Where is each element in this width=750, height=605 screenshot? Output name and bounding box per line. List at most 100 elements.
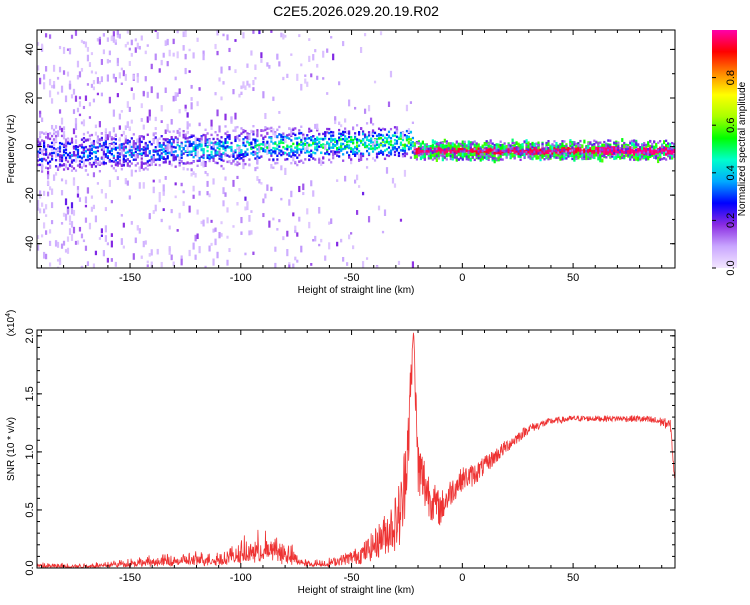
heatmap-cell — [521, 146, 524, 151]
heatmap-cell — [44, 33, 48, 38]
x-tick-label: 50 — [567, 272, 579, 284]
heatmap-cell — [296, 142, 299, 145]
heatmap-cell — [256, 131, 259, 138]
heatmap-cell — [114, 138, 117, 141]
heatmap-cell — [312, 190, 315, 197]
heatmap-cell — [322, 143, 325, 146]
heatmap-cell — [240, 85, 243, 90]
heatmap-cell — [72, 109, 76, 114]
heatmap-cell — [244, 196, 247, 201]
heatmap-cell — [423, 146, 426, 151]
heatmap-cell — [635, 151, 638, 156]
heatmap-cell — [158, 179, 161, 183]
heatmap-cell — [310, 136, 313, 140]
heatmap-cell — [615, 147, 618, 150]
heatmap-cell — [130, 119, 133, 124]
heatmap-cell — [208, 156, 211, 159]
heatmap-cell — [340, 145, 343, 148]
heatmap-cell — [531, 155, 534, 158]
heatmap-cell — [499, 145, 502, 150]
heatmap-cell — [98, 81, 102, 85]
heatmap-cell — [437, 141, 440, 145]
heatmap-cell — [357, 133, 361, 136]
heatmap-cell — [184, 104, 187, 109]
heatmap-cell — [134, 38, 137, 42]
heatmap-cell — [589, 141, 592, 144]
heatmap-cell — [320, 159, 323, 166]
heatmap-cell — [168, 140, 171, 144]
heatmap-cell — [106, 37, 109, 42]
heatmap-cell — [483, 148, 486, 152]
heatmap-cell — [182, 201, 185, 206]
heatmap-cell — [451, 156, 454, 161]
heatmap-cell — [481, 149, 484, 152]
heatmap-cell — [68, 156, 72, 159]
heatmap-cell — [599, 141, 602, 144]
heatmap-cell — [340, 149, 343, 152]
x-tick-label: -100 — [230, 272, 252, 284]
heatmap-cell — [573, 154, 576, 159]
heatmap-cell — [160, 135, 163, 138]
heatmap-cell — [354, 179, 357, 184]
heatmap-cell — [332, 146, 335, 149]
heatmap-cell — [511, 138, 514, 143]
heatmap-cell — [196, 101, 199, 107]
heatmap-cell — [174, 195, 177, 199]
heatmap-cell — [90, 152, 94, 155]
heatmap-cell — [52, 128, 56, 132]
heatmap-cell — [266, 184, 269, 191]
heatmap-cell — [495, 158, 498, 161]
heatmap-cell — [126, 150, 129, 154]
heatmap-cell — [182, 162, 185, 165]
heatmap-cell — [52, 147, 56, 150]
multiplier-prefix: (x10 — [6, 316, 17, 336]
heatmap-cell — [308, 38, 311, 41]
heatmap-cell — [385, 140, 389, 144]
heatmap-cell — [74, 118, 78, 124]
heatmap-cell — [503, 151, 506, 156]
heatmap-cell — [547, 157, 550, 161]
heatmap-cell — [399, 137, 403, 140]
heatmap-cell — [377, 134, 381, 137]
heatmap-cell — [633, 143, 636, 148]
heatmap-cell — [645, 158, 648, 161]
heatmap-cell — [300, 63, 303, 67]
heatmap-cell — [262, 198, 265, 204]
heatmap-cell — [100, 144, 103, 148]
heatmap-cell — [136, 162, 139, 165]
heatmap-cell — [493, 146, 496, 151]
heatmap-cell — [633, 140, 636, 144]
heatmap-cell — [338, 132, 341, 135]
heatmap-cell — [232, 152, 235, 155]
heatmap-cell — [381, 127, 385, 131]
heatmap-cell — [479, 157, 482, 162]
heatmap-cell — [381, 144, 385, 148]
heatmap-cell — [310, 138, 313, 142]
heatmap-cell — [625, 153, 628, 157]
heatmap-cell — [302, 183, 305, 191]
heatmap-cell — [112, 154, 115, 158]
heatmap-cell — [639, 158, 642, 161]
heatmap-cell — [264, 126, 267, 129]
heatmap-cell — [186, 137, 189, 140]
heatmap-cell — [344, 130, 347, 134]
heatmap-cell — [40, 170, 44, 173]
heatmap-cell — [463, 140, 466, 144]
heatmap-cell — [645, 147, 648, 152]
heatmap-cell — [168, 248, 171, 255]
heatmap-cell — [104, 193, 107, 199]
heatmap-cell — [80, 233, 84, 239]
heatmap-cell — [427, 145, 430, 149]
heatmap-cell — [575, 142, 578, 146]
heatmap-cell — [64, 213, 68, 221]
heatmap-cell — [202, 148, 205, 151]
heatmap-cell — [571, 140, 574, 145]
heatmap-cell — [248, 141, 251, 145]
heatmap-cell — [455, 156, 458, 159]
heatmap-cell — [226, 130, 229, 134]
heatmap-cell — [106, 74, 109, 82]
heatmap-cell — [417, 147, 421, 152]
heatmap-cell — [623, 149, 626, 154]
heatmap-cell — [114, 39, 117, 44]
heatmap-cell — [357, 131, 361, 134]
